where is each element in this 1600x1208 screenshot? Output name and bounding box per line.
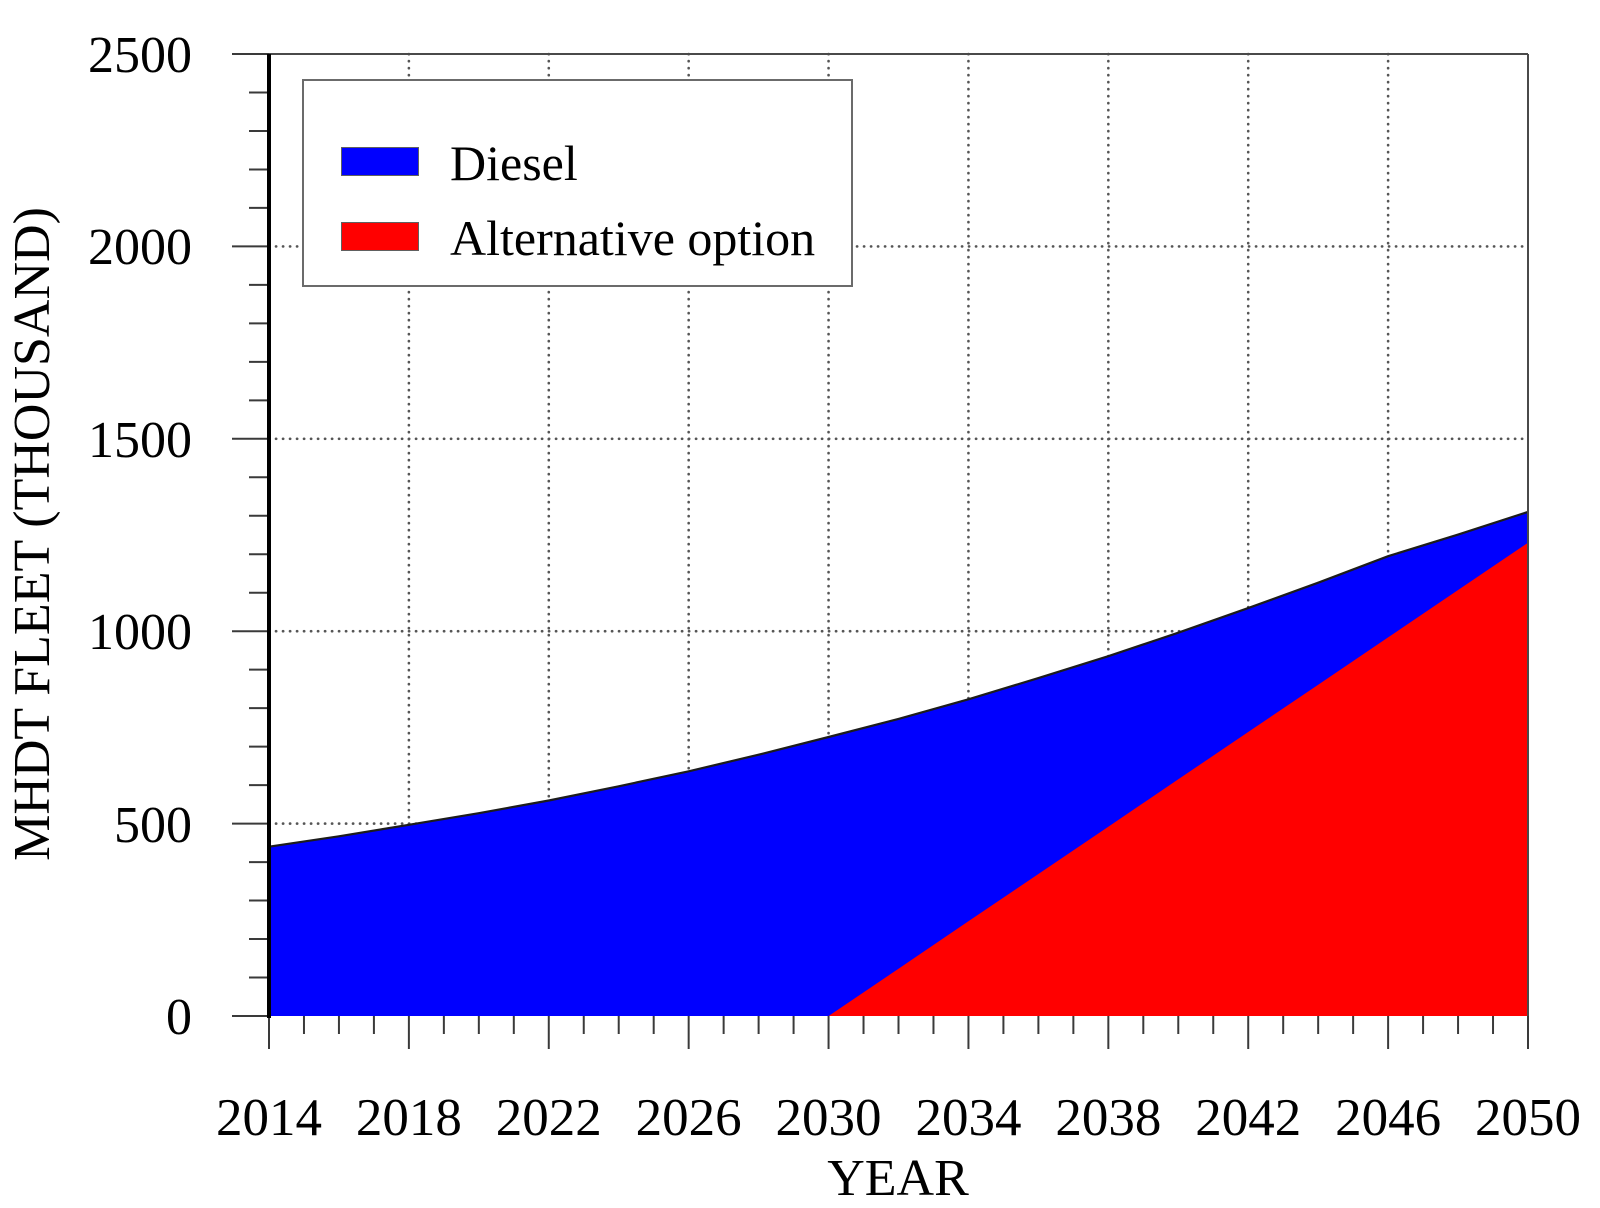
legend-swatch-alternative-icon [341,222,419,251]
x-tick-label: 2030 [775,1089,882,1147]
x-tick-label: 2026 [635,1089,742,1147]
y-tick-label: 1500 [88,411,192,469]
legend-swatch-diesel-icon [341,147,419,176]
y-tick-label: 1000 [88,604,192,662]
x-tick-label: 2050 [1475,1089,1581,1147]
y-tick-label: 500 [114,796,192,854]
y-tick-label: 2000 [88,219,192,277]
x-tick-label: 2034 [915,1089,1022,1147]
x-tick-label: 2038 [1055,1089,1162,1147]
x-tick-label: 2042 [1195,1089,1302,1147]
legend-label-alternative: Alternative option [450,210,816,266]
y-tick-label: 2500 [88,27,192,84]
area-alternative-option [269,542,1528,1016]
total-fleet-curve [268,510,1529,848]
x-axis-title: YEAR [827,1150,969,1207]
x-tick-label: 2046 [1335,1089,1442,1147]
y-axis-title: MHDT FLEET (THOUSAND) [4,207,61,861]
x-tick-label: 2014 [216,1089,322,1147]
x-tick-label: 2022 [495,1089,602,1147]
legend: Diesel Alternative option [302,79,853,287]
x-tick-label: 2018 [355,1089,462,1147]
y-tick-label: 0 [166,989,192,1046]
legend-label-diesel: Diesel [450,135,578,191]
